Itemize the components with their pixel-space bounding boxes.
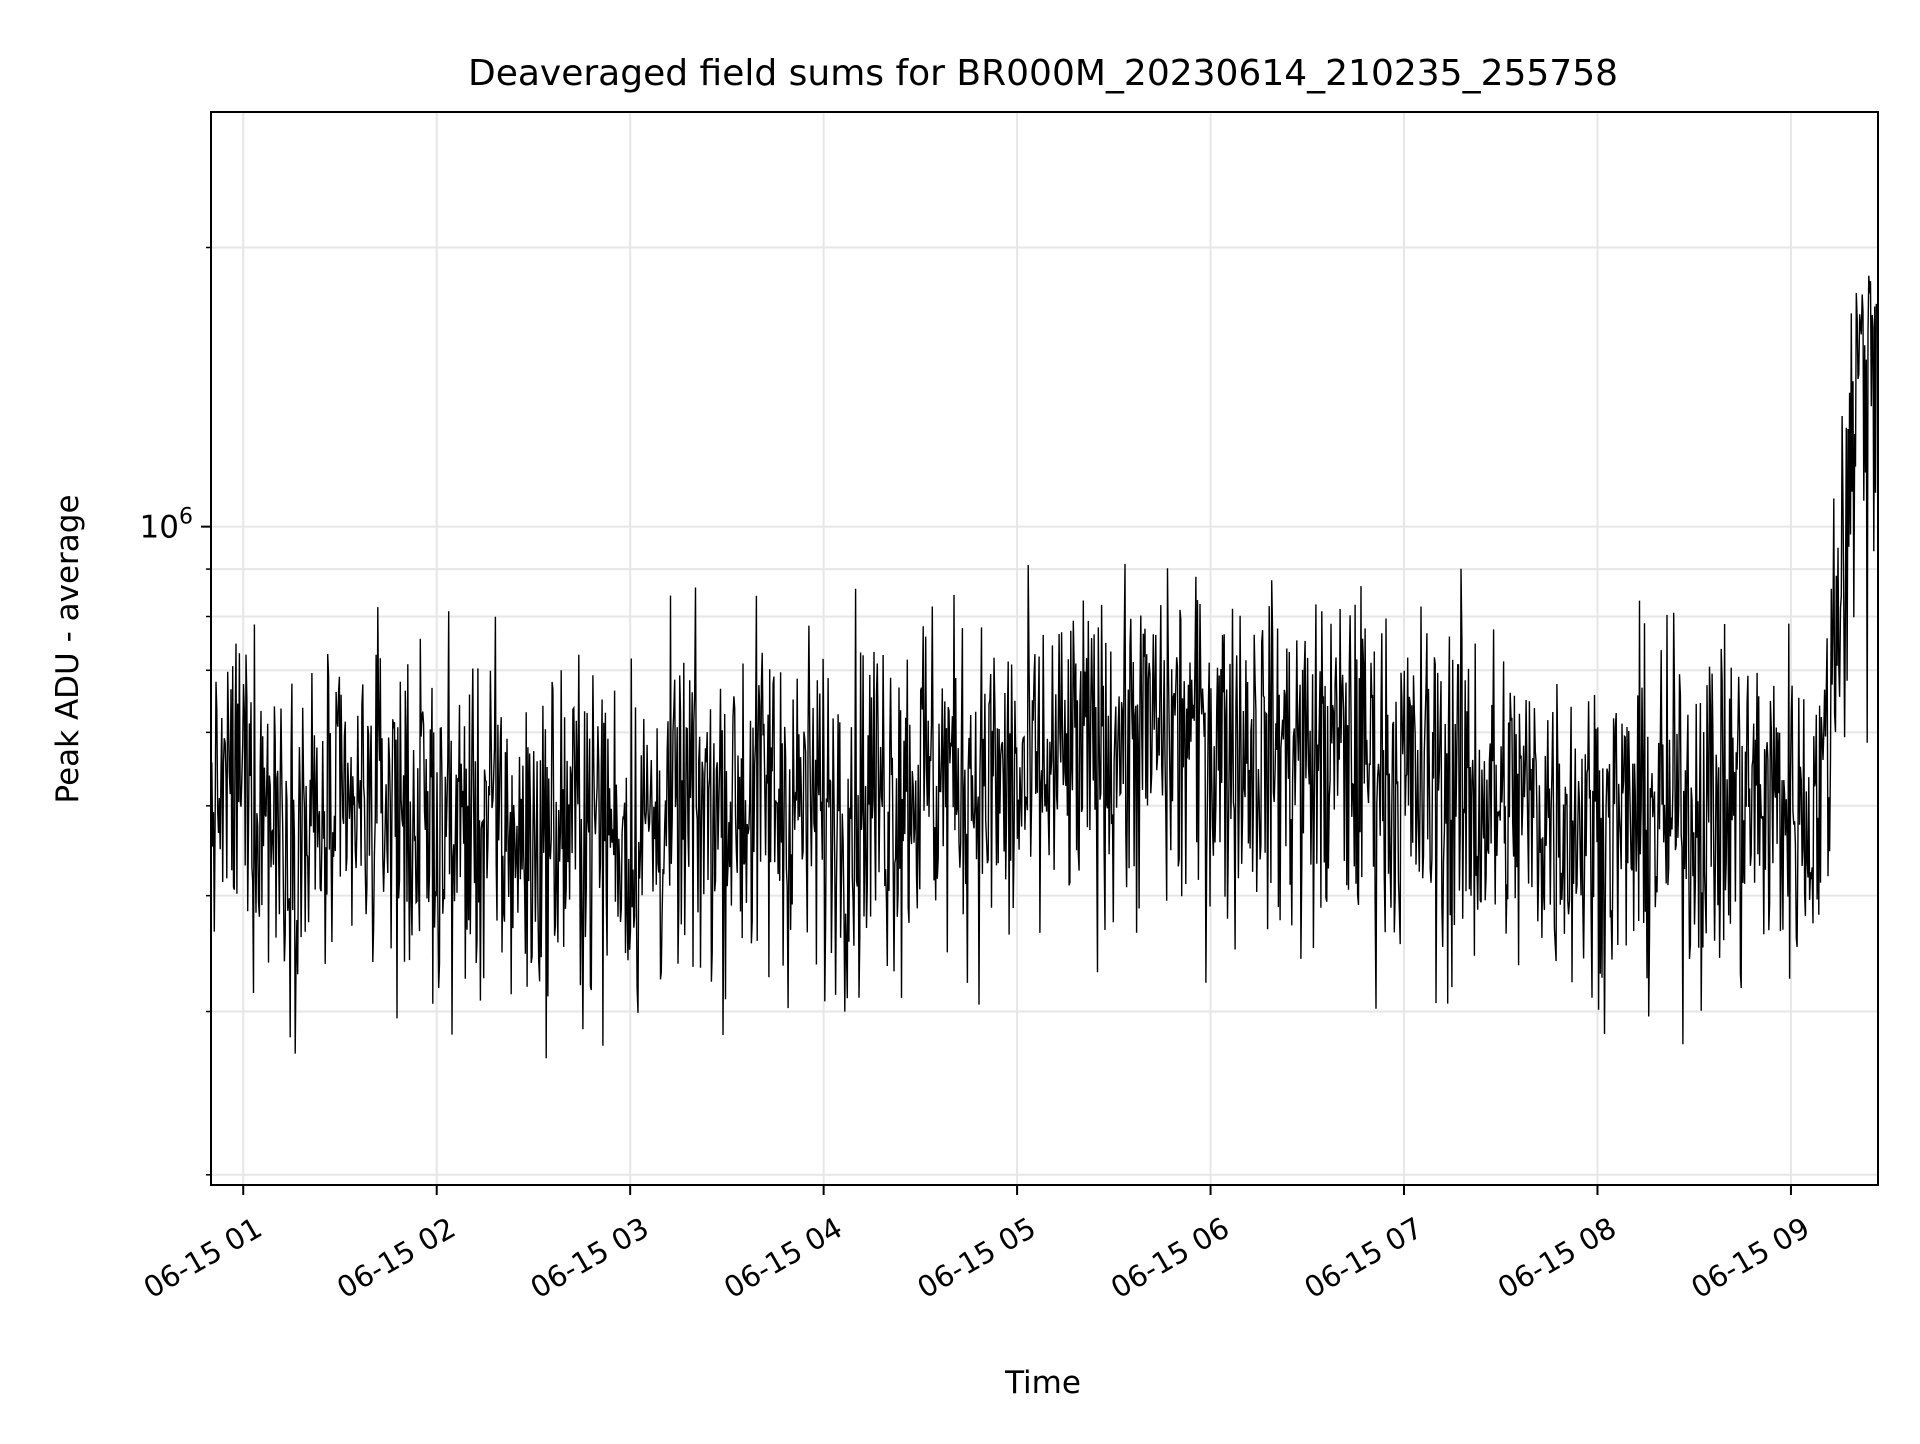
series-line — [210, 275, 1879, 1059]
y-tick-label-exponent: 6 — [179, 505, 193, 530]
y-axis-label: Peak ADU - average — [50, 494, 86, 803]
series-layer — [210, 275, 1879, 1059]
plot-frame — [210, 111, 1879, 1186]
y-tick-label: 106 — [140, 505, 193, 546]
x-axis-label: Time — [1004, 1365, 1081, 1401]
chart-title: Deaveraged field sums for BR000M_2023061… — [468, 53, 1618, 94]
y-tick-label-base: 10 — [140, 510, 179, 546]
